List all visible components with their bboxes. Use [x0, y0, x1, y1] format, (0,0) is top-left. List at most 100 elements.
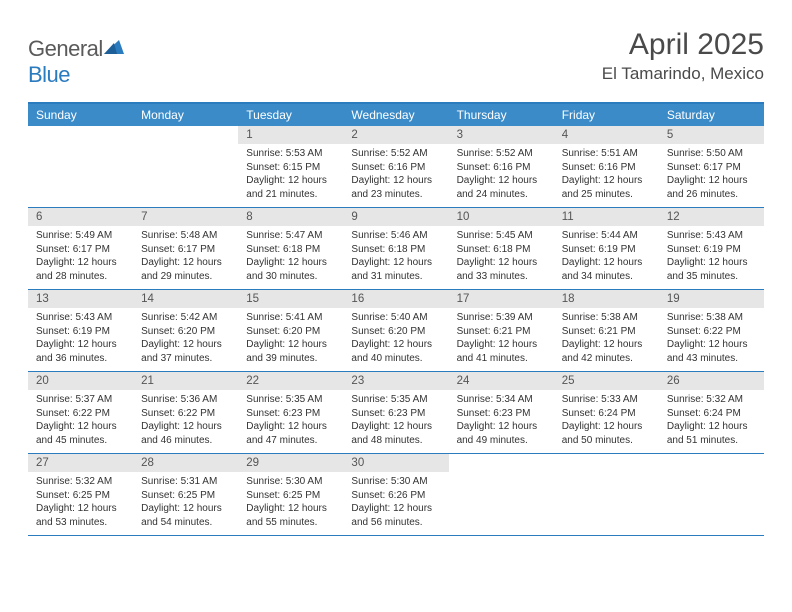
sunset-line: Sunset: 6:17 PM — [141, 243, 230, 257]
daylight-line: Daylight: 12 hours and 43 minutes. — [667, 338, 756, 365]
daylight-line: Daylight: 12 hours and 25 minutes. — [562, 174, 651, 201]
daylight-line: Daylight: 12 hours and 46 minutes. — [141, 420, 230, 447]
day-number: 25 — [554, 372, 659, 390]
sunset-line: Sunset: 6:26 PM — [351, 489, 440, 503]
sunrise-line: Sunrise: 5:39 AM — [457, 311, 546, 325]
sunrise-line: Sunrise: 5:38 AM — [667, 311, 756, 325]
weekday-header: Tuesday — [238, 104, 343, 126]
day-details: Sunrise: 5:30 AMSunset: 6:25 PMDaylight:… — [238, 472, 343, 529]
daylight-line: Daylight: 12 hours and 23 minutes. — [351, 174, 440, 201]
daylight-line: Daylight: 12 hours and 33 minutes. — [457, 256, 546, 283]
daylight-line: Daylight: 12 hours and 54 minutes. — [141, 502, 230, 529]
title-block: April 2025 El Tamarindo, Mexico — [602, 28, 764, 84]
day-details: Sunrise: 5:36 AMSunset: 6:22 PMDaylight:… — [133, 390, 238, 447]
sunrise-line: Sunrise: 5:52 AM — [351, 147, 440, 161]
sunset-line: Sunset: 6:16 PM — [457, 161, 546, 175]
header: General Blue April 2025 El Tamarindo, Me… — [28, 28, 764, 88]
sunset-line: Sunset: 6:20 PM — [246, 325, 335, 339]
day-number: 22 — [238, 372, 343, 390]
day-cell: 28Sunrise: 5:31 AMSunset: 6:25 PMDayligh… — [133, 454, 238, 535]
day-number: 8 — [238, 208, 343, 226]
daylight-line: Daylight: 12 hours and 49 minutes. — [457, 420, 546, 447]
sunset-line: Sunset: 6:22 PM — [36, 407, 125, 421]
sunset-line: Sunset: 6:18 PM — [351, 243, 440, 257]
daylight-line: Daylight: 12 hours and 56 minutes. — [351, 502, 440, 529]
sunset-line: Sunset: 6:25 PM — [246, 489, 335, 503]
location-text: El Tamarindo, Mexico — [602, 64, 764, 84]
day-details: Sunrise: 5:42 AMSunset: 6:20 PMDaylight:… — [133, 308, 238, 365]
weekday-header-row: SundayMondayTuesdayWednesdayThursdayFrid… — [28, 104, 764, 126]
daylight-line: Daylight: 12 hours and 34 minutes. — [562, 256, 651, 283]
sunset-line: Sunset: 6:16 PM — [562, 161, 651, 175]
sunset-line: Sunset: 6:17 PM — [667, 161, 756, 175]
day-cell: 7Sunrise: 5:48 AMSunset: 6:17 PMDaylight… — [133, 208, 238, 289]
sunset-line: Sunset: 6:25 PM — [36, 489, 125, 503]
day-details: Sunrise: 5:50 AMSunset: 6:17 PMDaylight:… — [659, 144, 764, 201]
day-number: 4 — [554, 126, 659, 144]
sunrise-line: Sunrise: 5:38 AM — [562, 311, 651, 325]
sunrise-line: Sunrise: 5:37 AM — [36, 393, 125, 407]
day-details: Sunrise: 5:53 AMSunset: 6:15 PMDaylight:… — [238, 144, 343, 201]
day-cell: 20Sunrise: 5:37 AMSunset: 6:22 PMDayligh… — [28, 372, 133, 453]
daylight-line: Daylight: 12 hours and 40 minutes. — [351, 338, 440, 365]
day-cell: 2Sunrise: 5:52 AMSunset: 6:16 PMDaylight… — [343, 126, 448, 207]
day-details: Sunrise: 5:32 AMSunset: 6:25 PMDaylight:… — [28, 472, 133, 529]
day-details: Sunrise: 5:39 AMSunset: 6:21 PMDaylight:… — [449, 308, 554, 365]
day-number: 18 — [554, 290, 659, 308]
weekday-header: Thursday — [449, 104, 554, 126]
sunrise-line: Sunrise: 5:48 AM — [141, 229, 230, 243]
day-cell: 27Sunrise: 5:32 AMSunset: 6:25 PMDayligh… — [28, 454, 133, 535]
day-number: 14 — [133, 290, 238, 308]
sunset-line: Sunset: 6:22 PM — [141, 407, 230, 421]
daylight-line: Daylight: 12 hours and 24 minutes. — [457, 174, 546, 201]
sunset-line: Sunset: 6:19 PM — [36, 325, 125, 339]
sunset-line: Sunset: 6:20 PM — [351, 325, 440, 339]
sunset-line: Sunset: 6:25 PM — [141, 489, 230, 503]
sunset-line: Sunset: 6:16 PM — [351, 161, 440, 175]
sunrise-line: Sunrise: 5:32 AM — [36, 475, 125, 489]
sunrise-line: Sunrise: 5:50 AM — [667, 147, 756, 161]
day-cell: 16Sunrise: 5:40 AMSunset: 6:20 PMDayligh… — [343, 290, 448, 371]
day-cell: 17Sunrise: 5:39 AMSunset: 6:21 PMDayligh… — [449, 290, 554, 371]
day-details: Sunrise: 5:30 AMSunset: 6:26 PMDaylight:… — [343, 472, 448, 529]
day-number: 10 — [449, 208, 554, 226]
sunrise-line: Sunrise: 5:44 AM — [562, 229, 651, 243]
day-number: 9 — [343, 208, 448, 226]
day-cell: 15Sunrise: 5:41 AMSunset: 6:20 PMDayligh… — [238, 290, 343, 371]
sunrise-line: Sunrise: 5:30 AM — [351, 475, 440, 489]
daylight-line: Daylight: 12 hours and 35 minutes. — [667, 256, 756, 283]
sunrise-line: Sunrise: 5:35 AM — [351, 393, 440, 407]
month-title: April 2025 — [602, 28, 764, 62]
week-row: 13Sunrise: 5:43 AMSunset: 6:19 PMDayligh… — [28, 290, 764, 372]
sunset-line: Sunset: 6:24 PM — [667, 407, 756, 421]
day-details: Sunrise: 5:31 AMSunset: 6:25 PMDaylight:… — [133, 472, 238, 529]
day-details: Sunrise: 5:52 AMSunset: 6:16 PMDaylight:… — [343, 144, 448, 201]
day-details: Sunrise: 5:49 AMSunset: 6:17 PMDaylight:… — [28, 226, 133, 283]
day-cell: 10Sunrise: 5:45 AMSunset: 6:18 PMDayligh… — [449, 208, 554, 289]
sunset-line: Sunset: 6:24 PM — [562, 407, 651, 421]
day-number: 24 — [449, 372, 554, 390]
day-number — [659, 454, 764, 472]
sunrise-line: Sunrise: 5:43 AM — [667, 229, 756, 243]
day-details: Sunrise: 5:48 AMSunset: 6:17 PMDaylight:… — [133, 226, 238, 283]
day-number: 28 — [133, 454, 238, 472]
sunrise-line: Sunrise: 5:49 AM — [36, 229, 125, 243]
day-details: Sunrise: 5:43 AMSunset: 6:19 PMDaylight:… — [28, 308, 133, 365]
sunrise-line: Sunrise: 5:46 AM — [351, 229, 440, 243]
daylight-line: Daylight: 12 hours and 31 minutes. — [351, 256, 440, 283]
day-number: 26 — [659, 372, 764, 390]
day-cell — [554, 454, 659, 535]
weekday-header: Saturday — [659, 104, 764, 126]
day-cell: 12Sunrise: 5:43 AMSunset: 6:19 PMDayligh… — [659, 208, 764, 289]
sunset-line: Sunset: 6:22 PM — [667, 325, 756, 339]
day-details: Sunrise: 5:38 AMSunset: 6:22 PMDaylight:… — [659, 308, 764, 365]
day-number: 12 — [659, 208, 764, 226]
day-number — [449, 454, 554, 472]
day-cell: 25Sunrise: 5:33 AMSunset: 6:24 PMDayligh… — [554, 372, 659, 453]
sunset-line: Sunset: 6:21 PM — [562, 325, 651, 339]
brand-word-b: Blue — [28, 62, 70, 87]
day-number — [133, 126, 238, 144]
day-number — [554, 454, 659, 472]
calendar-page: General Blue April 2025 El Tamarindo, Me… — [0, 0, 792, 552]
sunrise-line: Sunrise: 5:34 AM — [457, 393, 546, 407]
